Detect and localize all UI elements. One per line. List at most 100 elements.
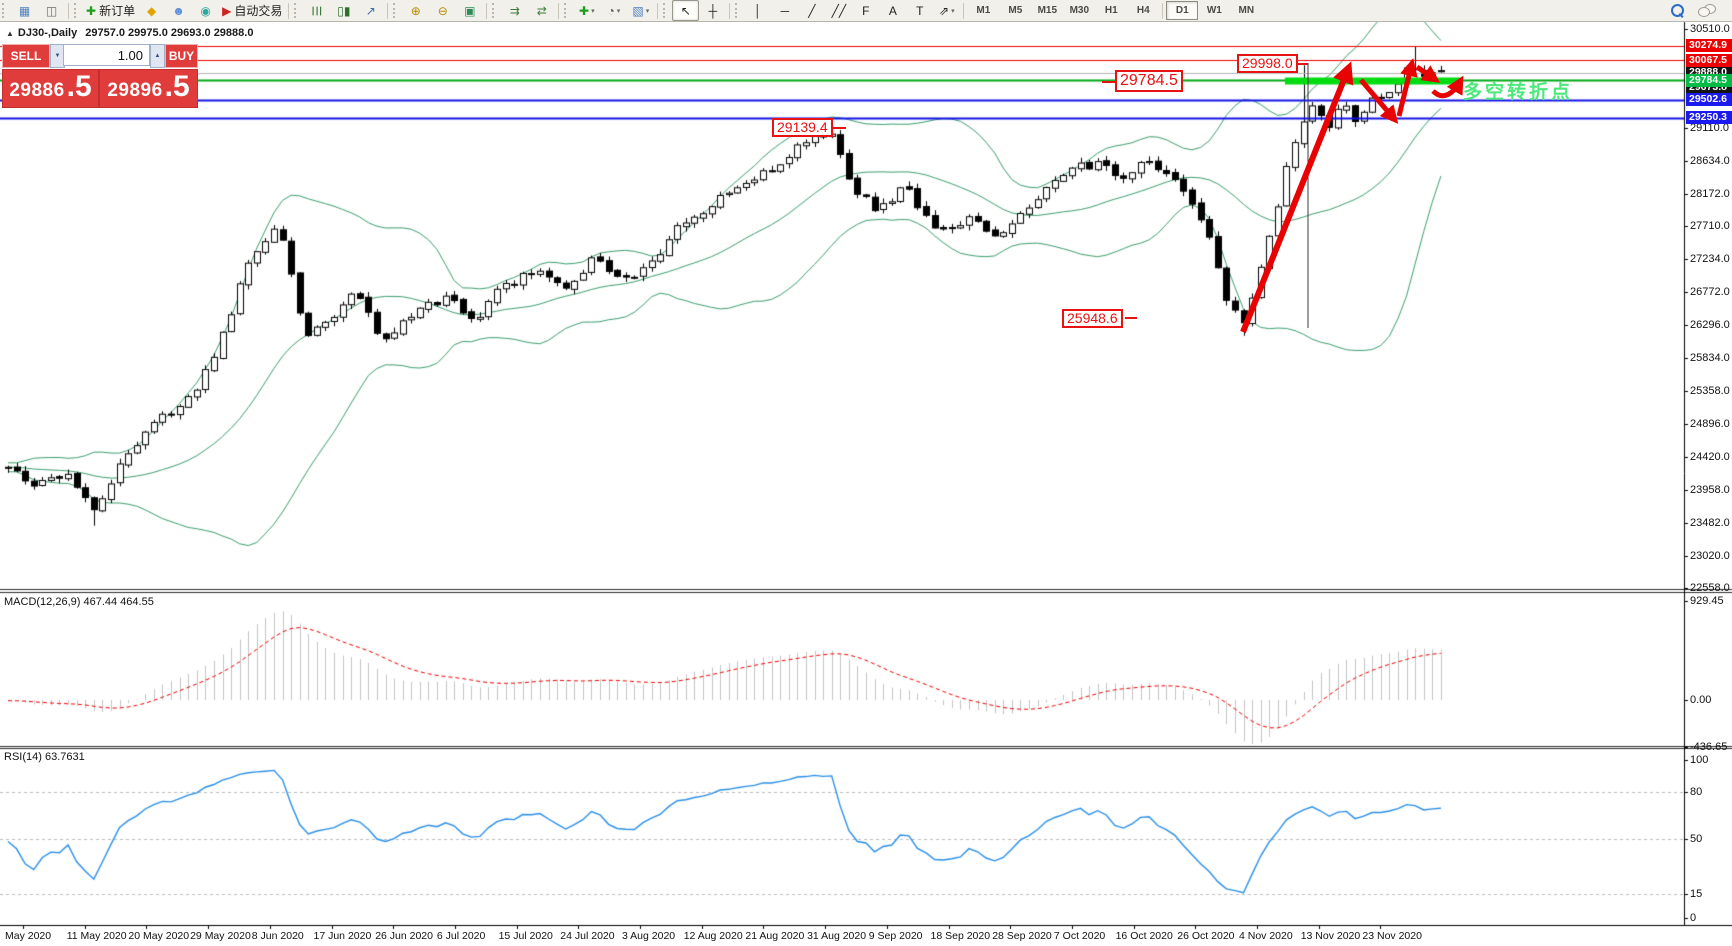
cursor-glyph: ↖ xyxy=(680,3,691,18)
auto-scroll-icon[interactable]: ⇉ xyxy=(501,0,528,21)
signals-icon[interactable]: ◉ xyxy=(192,0,219,21)
sell-button[interactable]: SELL xyxy=(2,44,50,68)
price-badge: 30274.9 xyxy=(1686,39,1732,53)
rsi-axis-tick: 50 xyxy=(1690,833,1703,845)
zoom-out-icon[interactable]: ⊖ xyxy=(429,0,456,21)
candlestick-chart-icon[interactable]: ▯▮ xyxy=(330,0,357,21)
price-axis-tick: 29110.0 xyxy=(1690,121,1729,134)
horizontal-line-glyph: ─ xyxy=(780,3,790,18)
autotrade-button[interactable]: ▶ 自动交易 xyxy=(219,0,285,21)
new-order-glyph: ✚ xyxy=(86,3,97,18)
toolbar-separator xyxy=(288,2,290,19)
rsi-label: RSI(14) 63.7631 xyxy=(4,751,85,763)
macd-axis-tick: 0.00 xyxy=(1690,694,1712,706)
timeframe-d1[interactable]: D1 xyxy=(1166,1,1199,20)
buy-button[interactable]: BUY xyxy=(165,44,198,68)
profiles-icon[interactable]: ◫ xyxy=(38,0,65,21)
price-callout[interactable]: 29139.4 xyxy=(772,118,833,138)
text-glyph: A xyxy=(888,3,897,18)
date-axis-label: 21 Aug 2020 xyxy=(745,930,805,942)
price-axis-tick: 23020.0 xyxy=(1690,549,1730,562)
price-callout[interactable]: 29784.5 xyxy=(1115,70,1183,92)
macd-axis-tick: -436.65 xyxy=(1690,740,1728,753)
cursor-button[interactable]: ↖ xyxy=(672,0,700,21)
buy-price[interactable]: 29896.5 xyxy=(99,69,198,108)
text-label-button[interactable]: T xyxy=(906,0,933,21)
auto-scroll-icon-glyph: ⇉ xyxy=(509,3,520,18)
price-axis-tick: 24896.0 xyxy=(1690,417,1730,430)
toolbar-separator xyxy=(68,2,69,19)
dropdown-caret-icon: ▾ xyxy=(645,7,650,15)
search-icon[interactable] xyxy=(1671,4,1684,17)
profiles-icon-glyph: ◫ xyxy=(45,3,58,18)
text-button[interactable]: A xyxy=(879,0,906,21)
channel-button[interactable]: ╱╱ xyxy=(825,0,852,21)
horizontal-line-button[interactable]: ─ xyxy=(771,0,798,21)
timeframe-m30[interactable]: M30 xyxy=(1069,5,1090,16)
deposit-icon-glyph: ◆ xyxy=(146,3,157,18)
date-axis-label: 8 Jun 2020 xyxy=(251,930,304,942)
deposit-icon[interactable]: ◆ xyxy=(138,0,165,21)
date-axis-label: 7 Oct 2020 xyxy=(1053,930,1106,942)
dropdown-caret-icon: ▾ xyxy=(616,7,621,15)
toolbar-grip xyxy=(294,3,300,18)
panel-collapse-icon[interactable]: ▲ xyxy=(6,29,14,38)
toolbar-grip xyxy=(492,3,498,18)
timeframe-h1[interactable]: H1 xyxy=(1104,5,1118,16)
date-axis-label: 24 Jul 2020 xyxy=(560,930,615,942)
toolbar-grip xyxy=(74,3,80,18)
price-callout[interactable]: 25948.6 xyxy=(1062,309,1123,329)
chart-shift-icon[interactable]: ⇄ xyxy=(528,0,555,21)
fibonacci-glyph: F xyxy=(862,3,870,18)
price-axis-tick: 23958.0 xyxy=(1690,483,1730,496)
new-order-button[interactable]: ✚ 新订单 xyxy=(83,0,138,21)
new-chart-icon[interactable]: ▦ xyxy=(11,0,38,21)
price-axis-tick: 28634.0 xyxy=(1690,154,1730,167)
community-icon[interactable]: ☻ xyxy=(165,0,192,21)
sell-price[interactable]: 29886.5 xyxy=(2,69,99,108)
date-axis-label: 18 Sep 2020 xyxy=(930,930,991,942)
new-order-button-label: 新订单 xyxy=(99,4,136,18)
symbol-period-label: DJ30-,Daily xyxy=(17,27,78,39)
zoom-in-icon[interactable]: ⊕ xyxy=(402,0,429,21)
price-axis-tick: 25358.0 xyxy=(1690,385,1730,398)
timeframe-m5[interactable]: M5 xyxy=(1008,5,1023,16)
volume-input[interactable]: 1.00 xyxy=(63,44,150,66)
vertical-line-button[interactable]: │ xyxy=(744,0,771,21)
timeframe-w1[interactable]: W1 xyxy=(1206,5,1222,16)
toolbar-grip xyxy=(663,3,669,18)
toolbar-grip xyxy=(564,3,570,18)
arrows-button[interactable]: ⇗ ▾ xyxy=(933,0,960,21)
date-axis-label: 3 Aug 2020 xyxy=(622,930,676,942)
sell-price-frac: .5 xyxy=(66,70,92,103)
periods-button[interactable]: ◔ ▾ xyxy=(600,0,627,21)
line-chart-icon[interactable]: ↗ xyxy=(357,0,384,21)
volume-increase-button[interactable]: ▲ xyxy=(150,44,165,68)
tile-windows-icon[interactable]: ▣ xyxy=(456,0,483,21)
timeframe-mn[interactable]: MN xyxy=(1238,5,1255,16)
chart-shift-icon-glyph: ⇄ xyxy=(536,3,547,18)
indicators-button[interactable]: ✚ ▾ xyxy=(573,0,600,21)
autotrade-button-label: 自动交易 xyxy=(234,4,283,18)
trendline-button[interactable]: ╱ xyxy=(798,0,825,21)
crosshair-button[interactable]: ┼ xyxy=(699,0,726,21)
buy-price-frac: .5 xyxy=(164,70,190,103)
indicators-glyph: ✚ xyxy=(579,3,590,18)
timeframe-h4[interactable]: H4 xyxy=(1136,5,1150,16)
price-badge: 29784.5 xyxy=(1686,73,1732,87)
chat-icon[interactable] xyxy=(1698,4,1716,17)
note-text-label[interactable]: 多空转折点 xyxy=(1463,82,1574,103)
price-callout[interactable]: 29998.0 xyxy=(1237,54,1298,74)
zoom-out-icon-glyph: ⊖ xyxy=(437,3,448,18)
timeframe-m15[interactable]: M15 xyxy=(1037,5,1058,16)
templates-button[interactable]: ▧ ▾ xyxy=(627,0,654,21)
timeframe-m1[interactable]: M1 xyxy=(976,5,991,16)
channel-glyph: ╱╱ xyxy=(831,3,847,18)
date-axis-label: 16 Oct 2020 xyxy=(1115,930,1173,942)
macd-label: MACD(12,26,9) 467.44 464.55 xyxy=(4,596,154,608)
chart-title: ▲ DJ30-,Daily 29757.0 29975.0 29693.0 2988… xyxy=(6,27,253,39)
fibonacci-button[interactable]: F xyxy=(852,0,879,21)
price-axis-tick: 26772.0 xyxy=(1690,286,1730,298)
bar-chart-icon[interactable]: ☰ xyxy=(303,0,330,21)
